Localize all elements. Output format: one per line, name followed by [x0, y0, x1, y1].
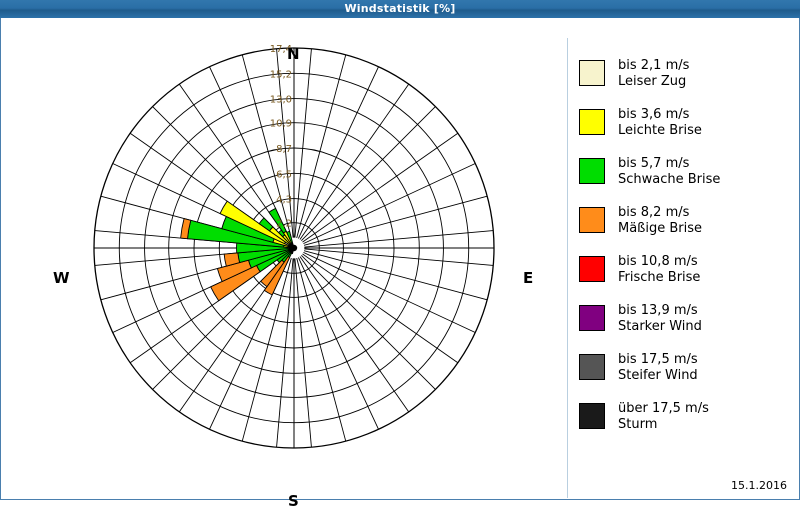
grid-spoke — [302, 132, 459, 243]
center-dot — [290, 244, 298, 252]
grid-spoke — [294, 48, 312, 238]
legend-speed-label: bis 3,6 m/s — [618, 107, 690, 122]
legend-divider — [567, 38, 568, 498]
legend-speed-label: bis 10,8 m/s — [618, 254, 698, 269]
legend-speed-label: über 17,5 m/s — [618, 401, 709, 416]
grid-spoke — [276, 48, 294, 238]
legend-name-label: Schwache Brise — [618, 172, 721, 187]
legend-item: über 17,5 m/s Sturm — [579, 401, 795, 442]
legend-color-swatch — [579, 158, 605, 184]
legend-color-swatch — [579, 60, 605, 86]
legend-speed-label: bis 17,5 m/s — [618, 352, 698, 367]
legend-color-swatch — [579, 305, 605, 331]
radial-tick-labels: 2,2 4,3 6,5 8,7 10,9 13,0 15,2 17,4 — [270, 44, 298, 252]
grid-spoke — [302, 253, 459, 364]
grid-spoke — [296, 257, 347, 442]
legend-name-label: Steifer Wind — [618, 368, 698, 383]
legend-name-label: Mäßige Brise — [618, 221, 703, 236]
wind-sector-segment — [180, 217, 192, 240]
radial-tick-label: 8,7 — [276, 144, 292, 155]
legend-color-swatch — [579, 403, 605, 429]
window-titlebar: Windstatistik [%] — [0, 0, 800, 18]
radial-tick-label: 17,4 — [270, 44, 292, 55]
legend-item: bis 17,5 m/s Steifer Wind — [579, 352, 795, 393]
wind-sector-segment — [258, 217, 274, 232]
compass-label-south: S — [288, 492, 299, 510]
grid-spoke — [304, 248, 494, 266]
window-title: Windstatistik [%] — [344, 2, 456, 15]
compass-label-north: N — [287, 45, 300, 63]
grid-spoke — [297, 66, 379, 239]
grid-spoke — [303, 251, 476, 333]
windrose-svg: 2,2 4,3 6,5 8,7 10,9 13,0 15,2 17,4 — [93, 44, 495, 449]
legend-speed-label: bis 13,9 m/s — [618, 303, 698, 318]
date-stamp: 15.1.2016 — [731, 479, 787, 492]
legend-speed-label: bis 8,2 m/s — [618, 205, 690, 220]
legend-label-group: bis 10,8 m/s Frische Brise — [618, 254, 700, 286]
legend-item: bis 8,2 m/s Mäßige Brise — [579, 205, 795, 246]
radial-tick-label: 6,5 — [276, 169, 292, 180]
legend-label-group: bis 5,7 m/s Schwache Brise — [618, 156, 720, 188]
legend-item: bis 3,6 m/s Leichte Brise — [579, 107, 795, 148]
grid-spoke — [300, 254, 436, 390]
legend-name-label: Leiser Zug — [618, 74, 687, 89]
legend-speed-label: bis 2,1 m/s — [618, 58, 690, 73]
legend-name-label: Sturm — [618, 417, 658, 432]
legend-name-label: Frische Brise — [618, 270, 701, 285]
radial-tick-label: 15,2 — [270, 69, 292, 80]
legend-label-group: über 17,5 m/s Sturm — [618, 401, 709, 433]
grid-spoke — [303, 250, 488, 301]
grid-spoke — [304, 230, 494, 248]
legend-label-group: bis 13,9 m/s Starker Wind — [618, 303, 702, 335]
grid-spoke — [299, 256, 410, 413]
radial-tick-label: 2,2 — [276, 219, 292, 230]
radial-tick-label: 13,0 — [270, 95, 292, 106]
windrose-plot: 2,2 4,3 6,5 8,7 10,9 13,0 15,2 17,4 — [1, 18, 567, 500]
compass-label-west: W — [53, 269, 70, 287]
grid-spoke — [297, 257, 379, 430]
legend-label-group: bis 17,5 m/s Steifer Wind — [618, 352, 698, 384]
grid-spoke — [294, 258, 312, 448]
legend-color-swatch — [579, 207, 605, 233]
grid-spoke — [303, 163, 476, 245]
grid-spoke — [296, 54, 347, 239]
legend-label-group: bis 3,6 m/s Leichte Brise — [618, 107, 702, 139]
grid-spoke — [300, 106, 436, 242]
grid-spoke — [241, 257, 292, 442]
legend-label-group: bis 2,1 m/s Leiser Zug — [618, 58, 689, 90]
radial-tick-label: 10,9 — [270, 119, 292, 130]
grid-spoke — [241, 54, 292, 239]
radial-tick-label: 4,3 — [276, 195, 292, 206]
legend-color-swatch — [579, 256, 605, 282]
grid-spoke — [299, 83, 410, 240]
legend-color-swatch — [579, 109, 605, 135]
legend-name-label: Leichte Brise — [618, 123, 702, 138]
grid-spoke — [303, 195, 488, 246]
wind-sector-segment — [268, 207, 287, 234]
legend: bis 2,1 m/s Leiser Zug bis 3,6 m/s Leichte … — [579, 58, 795, 450]
legend-color-swatch — [579, 354, 605, 380]
window-body: 2,2 4,3 6,5 8,7 10,9 13,0 15,2 17,4 N S W E bis… — [0, 18, 800, 510]
legend-name-label: Starker Wind — [618, 319, 702, 334]
legend-item: bis 13,9 m/s Starker Wind — [579, 303, 795, 344]
legend-item: bis 10,8 m/s Frische Brise — [579, 254, 795, 295]
grid-spoke — [276, 258, 294, 448]
legend-item: bis 2,1 m/s Leiser Zug — [579, 58, 795, 99]
legend-speed-label: bis 5,7 m/s — [618, 156, 690, 171]
legend-item: bis 5,7 m/s Schwache Brise — [579, 156, 795, 197]
compass-label-east: E — [523, 269, 534, 287]
legend-label-group: bis 8,2 m/s Mäßige Brise — [618, 205, 702, 237]
wind-sectors — [180, 200, 295, 302]
